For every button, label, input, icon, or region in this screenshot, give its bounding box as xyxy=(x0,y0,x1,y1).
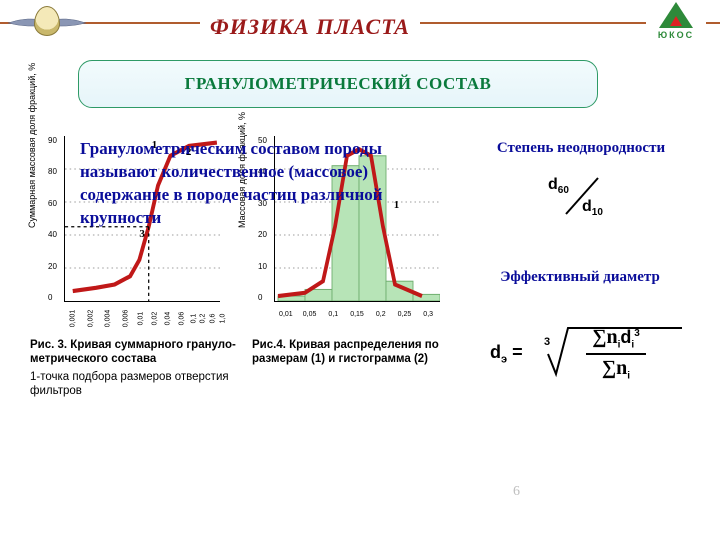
main-title: ФИЗИКА ПЛАСТА xyxy=(200,14,420,40)
subtitle-box: ГРАНУЛОМЕТРИЧЕСКИЙ СОСТАВ xyxy=(78,60,598,108)
heterogeneity-label: Степень неоднородности xyxy=(476,140,686,157)
logo-triangle-icon xyxy=(659,2,693,28)
subtitle-text: ГРАНУЛОМЕТРИЧЕСКИЙ СОСТАВ xyxy=(185,74,492,94)
logo-word: ЮКОС xyxy=(646,30,706,40)
header: ЮКОС ФИЗИКА ПЛАСТА xyxy=(0,0,720,50)
chart1-yticks: 0 20 40 60 80 90 xyxy=(48,136,62,302)
caption-fig4: Рис.4. Кривая распределения по размерам … xyxy=(252,338,456,367)
definition-text: Гранулометрическим составом породы назыв… xyxy=(80,138,420,230)
formula-effective-diameter: dэ = 3 ∑nidi3 ∑ni xyxy=(490,320,700,390)
caption-fig3: Рис. 3. Кривая суммарного грануло-метрич… xyxy=(30,338,240,367)
logo-right: ЮКОС xyxy=(646,2,706,48)
shield-icon xyxy=(34,6,60,36)
chart1-ylabel: Суммарная массовая доля фракций, % xyxy=(27,63,37,228)
formula-heterogeneity: d60 d10 xyxy=(542,176,632,220)
chart1-xticks: 0,001 0,002 0,004 0,006 0,01 0,02 0,04 0… xyxy=(64,311,220,318)
effective-diameter-label: Эффективный диаметр xyxy=(500,268,660,286)
page-number: 6 xyxy=(513,484,520,500)
caption-fig3-sub: 1-точка подбора размеров отверстия фильт… xyxy=(30,370,240,399)
chart1-label-3: 3 xyxy=(139,228,145,240)
chart2-xticks: 0,01 0,05 0,1 0,15 0,2 0,25 0,3 xyxy=(274,311,440,318)
emblem-left xyxy=(12,2,82,48)
